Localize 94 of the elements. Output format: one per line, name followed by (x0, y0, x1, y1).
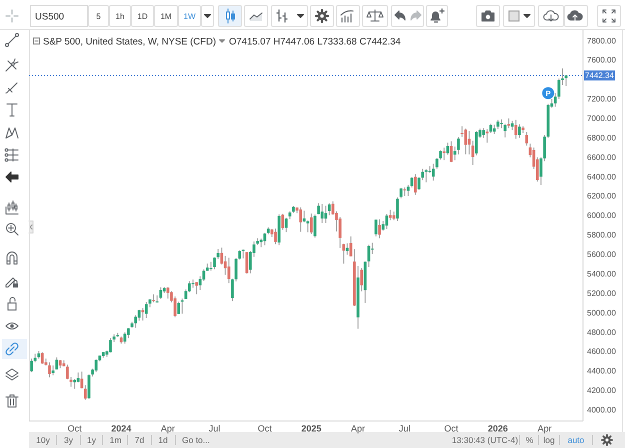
candlestick (400, 187, 402, 199)
candlestick (274, 228, 277, 245)
text: 1d (158, 434, 168, 445)
y-tick-label: 6200.00 (587, 192, 616, 201)
y-tick-label: 5600.00 (587, 250, 616, 260)
candlestick (320, 203, 324, 224)
candlestick (482, 128, 485, 138)
candlestick (378, 218, 381, 239)
y-tick-label: 6400.00 (587, 172, 616, 182)
text: 1D (137, 12, 148, 21)
y-tick-label: 4400.00 (587, 366, 616, 376)
y-tick-label: 4000.00 (587, 405, 616, 414)
candlestick (177, 301, 180, 315)
y-tick-label: 4600.00 (587, 347, 616, 356)
y-tick-label: 7800.00 (587, 36, 616, 46)
candlestick (464, 128, 468, 155)
text: S&P 500, United States, W, NYSE (CFD) (43, 36, 216, 48)
candlestick (284, 217, 288, 233)
candlestick (406, 184, 410, 197)
candlestick (442, 147, 446, 161)
candlestick (450, 140, 453, 163)
candlestick (496, 119, 500, 130)
y-tick-label: 4200.00 (587, 386, 616, 396)
x-tick-label: Oct (68, 423, 82, 434)
candlestick (374, 219, 378, 237)
text: 1m (110, 434, 122, 445)
y-tick-label: 5200.00 (587, 288, 616, 298)
text: 3y (64, 434, 74, 445)
candlestick (76, 372, 80, 383)
candlestick (314, 214, 316, 238)
candlestick (306, 220, 310, 233)
y-tick-label: 5400.00 (587, 269, 616, 278)
x-tick-label: Apr (538, 423, 552, 434)
text: 7d (134, 434, 144, 445)
text: US500 (35, 11, 64, 22)
candlestick (525, 132, 528, 146)
candlestick (349, 236, 352, 257)
y-tick-label: 6600.00 (587, 152, 616, 162)
candlestick (123, 332, 126, 344)
x-tick-label: Apr (351, 423, 366, 434)
y-tick-label: 5000.00 (587, 308, 616, 318)
x-tick-label: 2025 (301, 423, 322, 434)
y-tick-label: 4800.00 (587, 328, 616, 337)
x-tick-label: Jul (398, 423, 410, 434)
text: log (543, 434, 555, 445)
y-tick-label: 5800.00 (587, 230, 616, 240)
candlestick (195, 282, 198, 295)
candlestick (471, 140, 474, 166)
candlestick (310, 213, 313, 235)
candlestick (166, 286, 170, 300)
candlestick (281, 213, 284, 230)
candlestick (30, 358, 33, 373)
candlestick (109, 338, 112, 353)
x-tick-label: 2024 (111, 423, 132, 434)
candlestick (144, 301, 148, 319)
candlestick (518, 124, 521, 138)
annotation: O7415.07 H7447.06 L7333.68 C7442.34 (229, 36, 401, 48)
candlestick (424, 168, 428, 183)
candlestick (486, 128, 489, 144)
candlestick (73, 378, 76, 390)
text: 13:30:43 (UTC-4) (452, 434, 518, 445)
y-tick-label: 6800.00 (587, 133, 616, 142)
text: 1W (184, 12, 196, 21)
text: 10y (36, 434, 51, 445)
text: Go to... (182, 434, 210, 445)
candlestick (48, 362, 51, 378)
candlestick (514, 119, 518, 140)
text: 5 (96, 12, 102, 21)
candlestick (396, 196, 399, 222)
candlestick (94, 358, 98, 373)
candlestick (159, 286, 162, 300)
y-tick-label: 7000.00 (587, 114, 616, 123)
candlestick (388, 209, 392, 221)
candlestick (52, 364, 54, 376)
text: 1y (87, 434, 97, 445)
candlestick (299, 206, 302, 232)
y-tick-label: 7600.00 (587, 56, 616, 65)
y-tick-label: 6000.00 (587, 211, 616, 220)
candlestick (432, 163, 435, 182)
candlestick (192, 279, 194, 288)
candlestick (40, 352, 44, 364)
x-tick-label: Oct (258, 423, 272, 434)
text: auto (568, 434, 585, 445)
x-tick-label: Oct (444, 423, 459, 434)
x-tick-label: Apr (160, 423, 175, 434)
y-tick-label: 7200.00 (587, 94, 616, 104)
text: 1h (116, 12, 124, 21)
x-tick-label: 2026 (488, 423, 508, 434)
text: 1M (160, 12, 172, 21)
candlestick (367, 244, 370, 268)
candlestick (414, 174, 417, 196)
text: % (526, 434, 534, 445)
x-tick-label: Jul (208, 423, 220, 434)
candlestick (80, 371, 84, 389)
